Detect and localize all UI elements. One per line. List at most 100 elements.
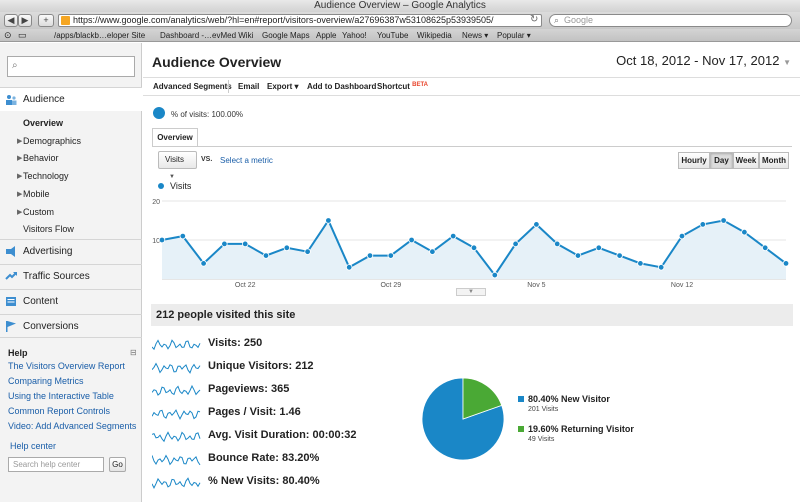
data-point[interactable] bbox=[429, 248, 436, 255]
bookmark-item[interactable]: Google Maps bbox=[262, 31, 310, 40]
sidebar-search-input[interactable]: ⌕ bbox=[7, 56, 135, 77]
sparkline-line bbox=[152, 384, 201, 396]
back-button[interactable]: ◀ bbox=[4, 14, 18, 27]
metric-row[interactable]: Visits: 250 bbox=[152, 334, 402, 354]
nav-mobile[interactable]: ▶ Mobile bbox=[0, 186, 142, 203]
help-center-link[interactable]: Help center bbox=[10, 441, 57, 451]
new-tab-button[interactable]: + bbox=[38, 14, 54, 27]
data-point[interactable] bbox=[200, 260, 207, 267]
advanced-segments-button[interactable]: Advanced Segments bbox=[153, 82, 232, 91]
data-point[interactable] bbox=[595, 244, 602, 251]
data-point[interactable] bbox=[262, 252, 270, 259]
nav-conversions[interactable]: Conversions bbox=[0, 314, 142, 338]
google-search-field[interactable]: ⌕ Google bbox=[549, 14, 792, 27]
data-point[interactable] bbox=[408, 236, 415, 244]
data-point[interactable] bbox=[637, 260, 644, 267]
bookmark-item[interactable]: /apps/blackb…eloper Site bbox=[54, 31, 146, 40]
bookmarks-icon[interactable]: ▭ bbox=[18, 30, 27, 40]
data-point[interactable] bbox=[678, 232, 686, 240]
metric-dropdown[interactable]: Visits ▼ bbox=[158, 151, 197, 180]
metric-label: Bounce Rate: 83.20% bbox=[208, 452, 320, 464]
reading-list-icon[interactable]: ⊙ bbox=[4, 30, 12, 40]
data-point[interactable] bbox=[658, 264, 665, 271]
data-point[interactable] bbox=[699, 221, 706, 228]
nav-overview[interactable]: Overview bbox=[0, 115, 142, 132]
data-point[interactable] bbox=[741, 228, 748, 236]
data-point[interactable] bbox=[720, 217, 727, 224]
bookmark-item[interactable]: Yahoo! bbox=[342, 31, 367, 40]
data-point[interactable] bbox=[179, 232, 186, 240]
bookmark-item[interactable]: Popular ▾ bbox=[497, 31, 531, 40]
nav-audience[interactable]: Audience bbox=[0, 87, 142, 111]
day-button[interactable]: Day bbox=[710, 152, 733, 169]
shortcut-label: Shortcut bbox=[377, 82, 410, 91]
metric-row[interactable]: Unique Visitors: 212 bbox=[152, 357, 402, 377]
email-button[interactable]: Email bbox=[238, 82, 260, 91]
metric-row[interactable]: Pages / Visit: 1.46 bbox=[152, 403, 402, 423]
nav-custom[interactable]: ▶ Custom bbox=[0, 204, 142, 221]
address-bar[interactable]: https://www.google.com/analytics/web/?hl… bbox=[58, 14, 542, 27]
data-point[interactable] bbox=[450, 232, 457, 240]
help-link[interactable]: Comparing Metrics bbox=[8, 376, 84, 386]
data-point[interactable] bbox=[387, 252, 394, 259]
nav-label: Behavior bbox=[23, 153, 59, 163]
week-button[interactable]: Week bbox=[733, 152, 759, 169]
bookmark-item[interactable]: Dashboard -…evMed Wiki bbox=[160, 31, 254, 40]
data-point[interactable] bbox=[366, 252, 374, 259]
nav-traffic-sources[interactable]: Traffic Sources bbox=[0, 264, 142, 288]
add-to-dashboard-button[interactable]: Add to Dashboard bbox=[307, 82, 377, 91]
bookmark-item[interactable]: News ▾ bbox=[462, 31, 489, 40]
month-button[interactable]: Month bbox=[759, 152, 789, 169]
help-go-button[interactable]: Go bbox=[109, 457, 126, 472]
pie-slice[interactable] bbox=[462, 377, 503, 420]
metric-row[interactable]: Avg. Visit Duration: 00:00:32 bbox=[152, 426, 402, 446]
export-button[interactable]: Export ▾ bbox=[267, 82, 299, 91]
data-point[interactable] bbox=[325, 217, 332, 224]
data-point[interactable] bbox=[241, 240, 249, 248]
data-point[interactable] bbox=[491, 271, 498, 279]
metric-row[interactable]: % New Visits: 80.40% bbox=[152, 472, 402, 492]
bookmark-item[interactable]: YouTube bbox=[377, 31, 409, 40]
data-point[interactable] bbox=[574, 252, 582, 259]
shortcut-button[interactable]: Shortcut BETA bbox=[377, 82, 428, 91]
data-point[interactable] bbox=[470, 244, 478, 251]
chart-resize-handle[interactable]: ▼ bbox=[456, 288, 486, 296]
help-link[interactable]: The Visitors Overview Report bbox=[8, 361, 125, 371]
data-point[interactable] bbox=[283, 244, 290, 251]
data-point[interactable] bbox=[345, 264, 353, 271]
expand-icon: ▶ bbox=[17, 155, 23, 162]
data-point[interactable] bbox=[512, 240, 519, 248]
data-point[interactable] bbox=[533, 221, 540, 228]
select-metric-link[interactable]: Select a metric bbox=[220, 156, 273, 165]
metric-row[interactable]: Pageviews: 365 bbox=[152, 380, 402, 400]
bookmark-item[interactable]: Apple bbox=[316, 31, 337, 40]
data-point[interactable] bbox=[304, 248, 311, 255]
date-range-picker[interactable]: Oct 18, 2012 - Nov 17, 2012 ▼ bbox=[616, 53, 791, 68]
data-point[interactable] bbox=[762, 244, 769, 251]
data-point[interactable] bbox=[158, 236, 166, 244]
nav-demographics[interactable]: ▶ Demographics bbox=[0, 133, 142, 150]
nav-advertising[interactable]: Advertising bbox=[0, 239, 142, 263]
data-point[interactable] bbox=[616, 252, 623, 259]
bookmark-item[interactable]: Wikipedia bbox=[417, 31, 452, 40]
data-point[interactable] bbox=[554, 240, 561, 248]
help-link[interactable]: Video: Add Advanced Segments bbox=[8, 421, 137, 431]
help-link[interactable]: Common Report Controls bbox=[8, 406, 111, 416]
data-point[interactable] bbox=[782, 260, 790, 267]
nav-behavior[interactable]: ▶ Behavior bbox=[0, 150, 142, 167]
visits-chart[interactable]: 10 20 Oct 22 Oct 29 Nov 5 Nov 12 bbox=[143, 43, 800, 303]
visitor-pie-chart[interactable] bbox=[421, 377, 505, 461]
collapse-icon[interactable]: ⊟ bbox=[130, 348, 137, 357]
nav-visitors-flow[interactable]: Visitors Flow bbox=[0, 221, 142, 238]
data-point[interactable] bbox=[221, 240, 228, 248]
nav-technology[interactable]: ▶ Technology bbox=[0, 168, 142, 185]
nav-content[interactable]: Content bbox=[0, 289, 142, 313]
reload-icon[interactable]: ↻ bbox=[530, 14, 539, 25]
help-link[interactable]: Using the Interactive Table bbox=[8, 391, 114, 401]
help-search-input[interactable]: Search help center bbox=[8, 457, 104, 472]
sparkline-line bbox=[152, 409, 201, 421]
hourly-button[interactable]: Hourly bbox=[678, 152, 710, 169]
forward-button[interactable]: ▶ bbox=[18, 14, 32, 27]
tab-overview[interactable]: Overview bbox=[152, 128, 198, 146]
metric-row[interactable]: Bounce Rate: 83.20% bbox=[152, 449, 402, 469]
